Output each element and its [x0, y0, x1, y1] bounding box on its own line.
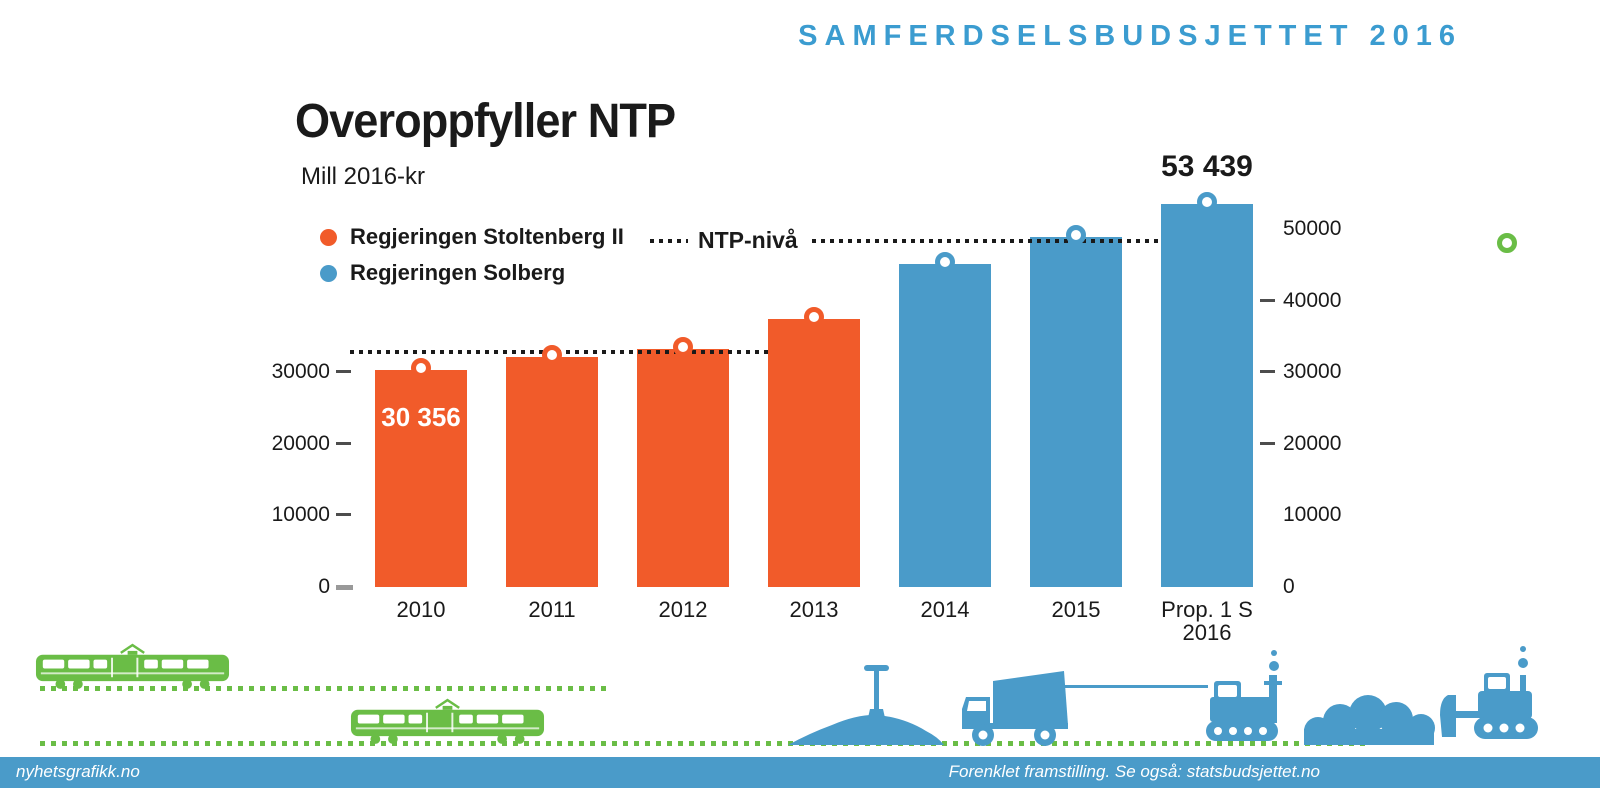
- unit-label: Mill 2016-kr: [301, 163, 426, 190]
- y-axis-tick-left: [336, 585, 353, 590]
- y-axis-tick-right: [1260, 441, 1275, 445]
- legend: Regjeringen Stoltenberg II Regjeringen S…: [320, 224, 624, 296]
- legend-item-stoltenberg: Regjeringen Stoltenberg II: [320, 224, 624, 250]
- x-axis-label: 2014: [920, 597, 970, 622]
- ntp-level-line: [650, 239, 1163, 244]
- bar-2011: [506, 357, 598, 587]
- x-axis-label: 2013: [789, 597, 839, 622]
- bar-2010: [375, 369, 467, 587]
- bar-value-label: 30 356: [381, 401, 461, 432]
- y-axis-label-left: 0: [318, 575, 330, 598]
- dump-truck-icon: [962, 671, 1068, 746]
- bar-2014: [899, 264, 991, 587]
- x-axis-label: Prop. 1 S 2016: [1161, 597, 1253, 645]
- legend-item-solberg: Regjeringen Solberg: [320, 260, 624, 286]
- drill-rig-icon: [1206, 650, 1282, 741]
- bar-2012: [637, 349, 729, 587]
- green-ring-marker: [1497, 233, 1517, 253]
- bar-top-marker: [1066, 224, 1086, 245]
- bar-value-label: 53 439: [1161, 150, 1253, 184]
- x-axis-label: 2011: [528, 597, 576, 622]
- credit-text: nyhetsgrafikk.no: [16, 762, 140, 781]
- ntp-level-label: NTP-nivå: [688, 225, 808, 257]
- bar-top-marker: [411, 357, 431, 378]
- y-axis-label-right: 40000: [1283, 288, 1342, 312]
- bar-Prop. 1 S 2016: [1161, 204, 1253, 587]
- construction-scene: [788, 646, 1538, 746]
- y-axis-label-right: 10000: [1283, 503, 1342, 527]
- connector-line: [1058, 685, 1208, 688]
- y-axis-tick-right: [1260, 298, 1275, 302]
- bar-top-marker: [1197, 192, 1217, 213]
- y-axis-label-right: 0: [1283, 575, 1295, 598]
- page-title: Overoppfyller NTP: [295, 95, 676, 148]
- y-axis-tick-right: [1260, 370, 1275, 374]
- y-axis-label-right: 50000: [1283, 217, 1342, 240]
- bar-top-marker: [935, 252, 955, 273]
- y-axis-label-left: 30000: [271, 360, 330, 384]
- y-axis-label-left: 20000: [271, 431, 330, 455]
- y-axis-tick-left: [336, 513, 351, 517]
- bar-top-marker: [673, 337, 693, 358]
- shovel-icon: [864, 665, 889, 731]
- bar-top-marker: [542, 345, 562, 366]
- y-axis-label-right: 20000: [1283, 431, 1342, 455]
- bar-2015: [1030, 236, 1122, 587]
- x-axis-label: 2010: [396, 597, 446, 622]
- y-axis-tick-left: [336, 441, 351, 445]
- green-dotted-line-lower: [40, 741, 1365, 746]
- source-text: Forenklet framstilling. Se også: statsbu…: [948, 762, 1320, 781]
- rock-pile-icon: [1304, 695, 1435, 745]
- orange-dot-icon: [320, 228, 337, 246]
- bar-top-marker: [804, 307, 824, 328]
- y-axis-label-right: 30000: [1283, 360, 1342, 384]
- legend-label: Regjeringen Stoltenberg II: [350, 224, 624, 249]
- tram-icon: [35, 642, 230, 691]
- bar-2013: [768, 319, 860, 587]
- green-dotted-line-upper: [40, 686, 610, 691]
- blue-dot-icon: [320, 264, 337, 282]
- kicker-heading: SAMFERDSELSBUDSJETTET 2016: [798, 20, 1462, 52]
- legend-label: Regjeringen Solberg: [350, 260, 566, 285]
- bulldozer-icon: [1440, 646, 1538, 739]
- x-axis-label: 2012: [658, 597, 708, 622]
- x-axis-label: 2015: [1051, 597, 1101, 622]
- tram-icon: [350, 697, 545, 746]
- y-axis-label-left: 10000: [271, 503, 330, 527]
- footer-bar: nyhetsgrafikk.no Forenklet framstilling.…: [0, 757, 1600, 788]
- y-axis-tick-left: [336, 370, 351, 374]
